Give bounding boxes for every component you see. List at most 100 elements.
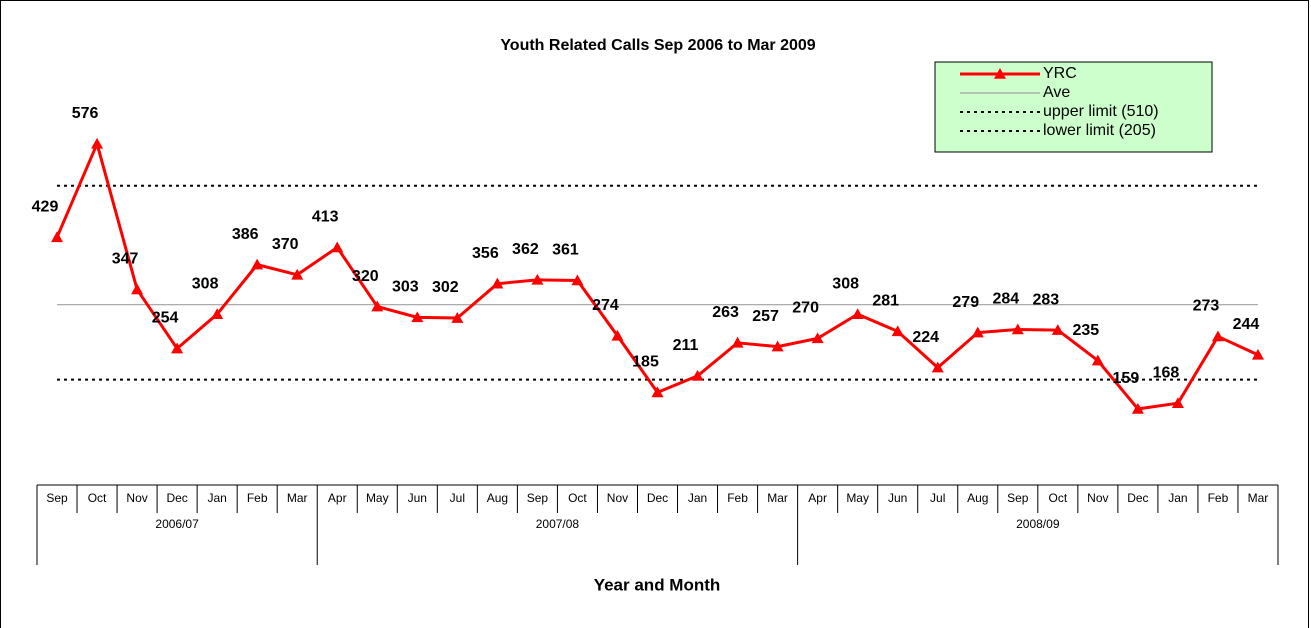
x-axis-title: Year and Month — [594, 575, 721, 594]
data-point — [51, 231, 64, 243]
data-label: 279 — [952, 294, 979, 311]
data-label: 320 — [352, 268, 379, 285]
x-tick-label: Jan — [1168, 491, 1187, 505]
data-point — [331, 241, 344, 253]
data-point — [251, 258, 264, 270]
data-point — [91, 137, 104, 149]
x-tick-label: Aug — [487, 491, 508, 505]
data-label: 303 — [392, 279, 419, 296]
data-point — [491, 277, 504, 289]
x-tick-label: Oct — [568, 491, 587, 505]
data-point — [891, 325, 904, 337]
data-label: 257 — [752, 308, 779, 325]
data-label: 284 — [992, 291, 1019, 308]
data-label: 308 — [192, 275, 219, 292]
data-label: 302 — [432, 279, 459, 296]
x-tick-label: Feb — [727, 491, 748, 505]
x-tick-label: Sep — [46, 491, 68, 505]
x-tick-label: Jan — [688, 491, 707, 505]
x-tick-label: Sep — [1007, 491, 1029, 505]
data-point — [371, 300, 384, 312]
x-tick-label: Nov — [607, 491, 628, 505]
x-tick-label: Sep — [527, 491, 549, 505]
x-tick-label: Feb — [247, 491, 268, 505]
data-point — [291, 268, 304, 280]
data-point — [1011, 323, 1024, 335]
data-label: 263 — [712, 304, 739, 321]
x-tick-label: Mar — [1248, 491, 1269, 505]
data-label: 244 — [1233, 316, 1260, 333]
x-tick-label: Nov — [126, 491, 147, 505]
data-label: 254 — [152, 310, 179, 327]
x-tick-label: Jun — [408, 491, 427, 505]
x-tick-label: Mar — [767, 491, 788, 505]
x-tick-label: Dec — [1127, 491, 1148, 505]
legend-label: upper limit (510) — [1043, 103, 1159, 120]
data-label: 576 — [72, 105, 99, 122]
x-tick-label: Nov — [1087, 491, 1108, 505]
data-point — [851, 308, 864, 319]
x-tick-label: Apr — [328, 491, 347, 505]
data-point — [571, 274, 584, 286]
data-point — [811, 332, 824, 344]
data-point — [1051, 324, 1064, 335]
x-tick-label: Dec — [166, 491, 187, 505]
legend-box — [934, 61, 1213, 153]
group-label: 2008/09 — [1016, 517, 1060, 531]
data-point — [611, 329, 624, 341]
group-label: 2007/08 — [536, 517, 580, 531]
data-label: 224 — [912, 329, 939, 346]
data-label: 361 — [552, 242, 579, 259]
data-label: 413 — [312, 209, 339, 226]
data-label: 274 — [592, 297, 619, 314]
data-point — [171, 342, 184, 354]
data-label: 356 — [472, 245, 499, 262]
x-tick-label: Apr — [808, 491, 827, 505]
x-tick-label: Jun — [888, 491, 907, 505]
x-tick-label: Feb — [1208, 491, 1229, 505]
data-point — [411, 311, 424, 323]
data-point — [1251, 348, 1264, 360]
data-label: 159 — [1113, 370, 1140, 387]
data-point — [531, 273, 544, 285]
x-tick-label: May — [366, 491, 389, 505]
data-point — [731, 336, 744, 348]
x-tick-label: Jan — [207, 491, 226, 505]
x-tick-label: Dec — [647, 491, 668, 505]
data-point — [1171, 397, 1184, 408]
legend-label: lower limit (205) — [1043, 122, 1156, 139]
data-label: 386 — [232, 226, 259, 243]
data-label: 308 — [832, 275, 859, 292]
x-tick-label: Oct — [1048, 491, 1067, 505]
group-label: 2006/07 — [155, 517, 199, 531]
data-label: 281 — [872, 293, 899, 310]
data-label: 370 — [272, 236, 299, 253]
data-point — [131, 283, 144, 295]
x-tick-label: Jul — [450, 491, 465, 505]
legend-marker — [994, 68, 1006, 79]
chart-title: Youth Related Calls Sep 2006 to Mar 2009 — [500, 37, 815, 54]
data-point — [651, 386, 664, 398]
x-tick-label: Oct — [88, 491, 107, 505]
data-label: 362 — [512, 241, 539, 258]
data-label: 270 — [792, 300, 819, 317]
legend-label: Ave — [1043, 84, 1070, 101]
data-point — [451, 312, 464, 323]
data-label: 185 — [632, 354, 659, 371]
data-point — [691, 369, 704, 381]
data-label: 273 — [1193, 298, 1220, 315]
data-label: 235 — [1073, 322, 1100, 339]
data-label: 168 — [1153, 364, 1180, 381]
x-tick-label: May — [846, 491, 869, 505]
data-label: 283 — [1032, 291, 1059, 308]
data-point — [771, 340, 784, 352]
legend-label: YRC — [1043, 65, 1077, 82]
data-point — [211, 308, 224, 319]
data-point — [1211, 330, 1224, 342]
data-label: 429 — [32, 198, 59, 215]
data-label: 347 — [112, 251, 139, 268]
data-point — [1091, 354, 1104, 366]
x-tick-label: Aug — [967, 491, 988, 505]
x-tick-label: Jul — [930, 491, 945, 505]
